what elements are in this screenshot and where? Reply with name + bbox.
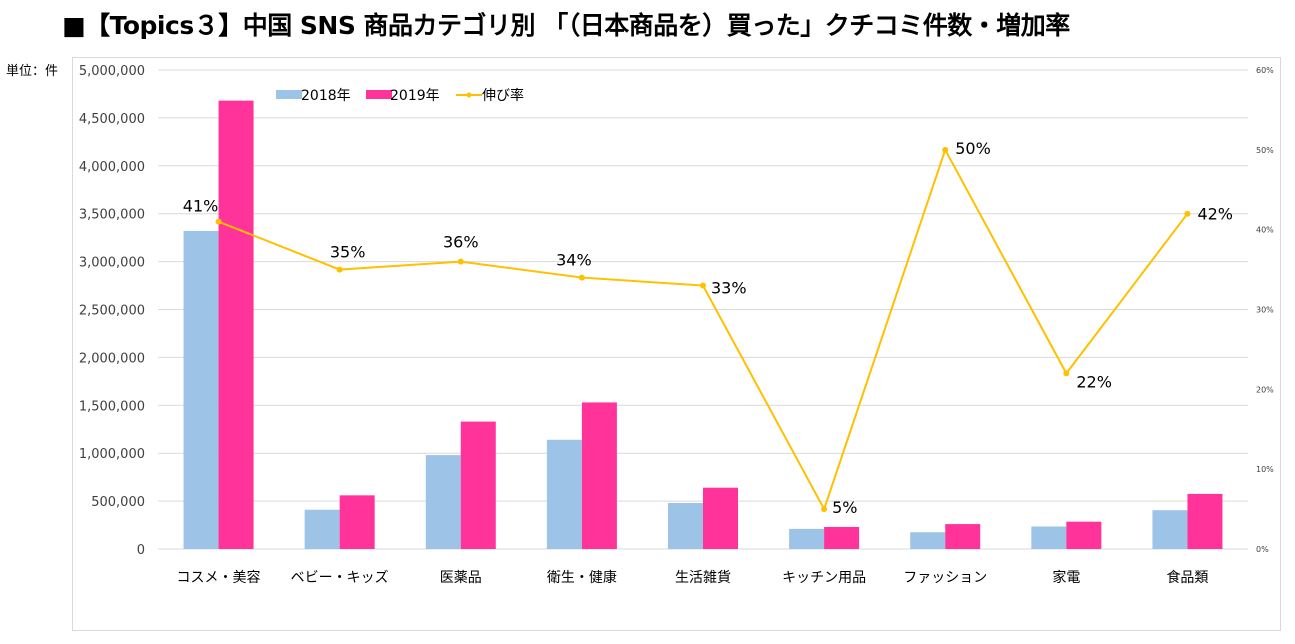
legend-label-2019: 2019年 [390, 88, 440, 104]
category-label: キッチン用品 [782, 570, 866, 586]
y-tick-label: 2,000,000 [79, 351, 145, 366]
growth-point [215, 218, 222, 225]
growth-point [457, 258, 464, 265]
bar-2018 [425, 455, 461, 549]
bars [183, 100, 1223, 549]
y-tick-label: 3,500,000 [79, 208, 145, 223]
growth-data-label: 42% [1197, 205, 1233, 224]
growth-data-label: 33% [711, 279, 747, 298]
legend-label-2018: 2018年 [301, 88, 351, 104]
labels: 0 500,000 1,000,000 1,500,000 2,000,000 2,500… [79, 64, 1274, 586]
legend-label-growth: 伸び率 [482, 87, 524, 104]
bar-2019 [581, 402, 617, 549]
category-label: 家電 [1052, 569, 1080, 586]
growth-data-label: 41% [183, 197, 219, 216]
bar-2018 [1152, 510, 1188, 549]
grid-lines [158, 69, 1248, 550]
bar-2018 [789, 528, 825, 549]
bar-2018 [910, 532, 946, 549]
category-label: 生活雑貨 [675, 569, 731, 586]
chart-frame [72, 57, 1281, 631]
y-tick-label: 1,500,000 [79, 399, 145, 414]
bar-2019 [824, 526, 860, 549]
y-tick-label: 3,000,000 [79, 256, 145, 271]
growth-point [942, 146, 949, 153]
growth-data-label: 36% [443, 233, 479, 252]
growth-point [700, 282, 706, 289]
y2-tick-label: 20% [1256, 385, 1274, 394]
legend: 2018年 2019年 伸び率 [276, 87, 524, 104]
y-tick-label: 2,500,000 [79, 304, 145, 319]
page-title: ■【Topics３】中国 SNS 商品カテゴリ別 「（日本商品を）買った」クチコ… [62, 11, 1070, 40]
y-tick-label: 0 [137, 543, 145, 558]
growth-point [336, 266, 343, 273]
y-tick-label: 5,000,000 [79, 64, 145, 79]
y-tick-label: 4,500,000 [79, 112, 145, 127]
y-tick-label: 4,000,000 [79, 160, 145, 175]
category-label: 食品類 [1166, 569, 1208, 586]
bar-2019 [339, 495, 375, 549]
legend-swatch-2018 [276, 90, 302, 99]
bar-2019 [218, 100, 254, 549]
category-label: ベビー・キッズ [291, 570, 389, 586]
y2-tick-label: 0% [1256, 545, 1269, 554]
growth-data-label: 35% [330, 243, 366, 262]
y2-tick-label: 30% [1256, 306, 1274, 315]
y2-tick-label: 60% [1256, 66, 1274, 75]
bar-2019 [703, 487, 738, 549]
bar-2018 [1031, 526, 1067, 549]
y2-tick-label: 50% [1256, 146, 1274, 155]
growth-point [578, 274, 585, 281]
bar-2019 [1066, 521, 1102, 549]
y2-tick-label: 40% [1256, 226, 1274, 235]
category-label: 医薬品 [440, 570, 482, 586]
growth-line [215, 146, 1191, 513]
legend-marker-growth [466, 92, 472, 98]
growth-point [1063, 370, 1070, 377]
bar-2018 [668, 503, 703, 549]
growth-polyline [218, 147, 1189, 512]
growth-data-label: 22% [1076, 372, 1112, 391]
unit-label: 単位：件 [6, 64, 59, 79]
growth-point [1184, 210, 1191, 217]
bar-2018 [546, 439, 582, 549]
y2-tick-label: 10% [1256, 465, 1274, 474]
category-label: コスメ・美容 [177, 569, 261, 586]
category-label: 衛生・健康 [547, 569, 617, 586]
legend-swatch-2019 [366, 90, 392, 99]
bar-2019 [1187, 493, 1223, 549]
y-tick-label: 1,000,000 [79, 447, 145, 462]
bar-2018 [183, 230, 219, 549]
growth-data-label: 34% [556, 251, 592, 270]
bar-2018 [304, 509, 340, 549]
category-label: ファッション [903, 570, 987, 586]
bar-2019 [460, 421, 496, 549]
growth-data-label: 50% [955, 139, 991, 158]
bar-2019 [945, 524, 981, 549]
y-tick-label: 500,000 [91, 495, 145, 510]
growth-data-label: 5% [832, 498, 857, 517]
growth-point [821, 506, 828, 513]
